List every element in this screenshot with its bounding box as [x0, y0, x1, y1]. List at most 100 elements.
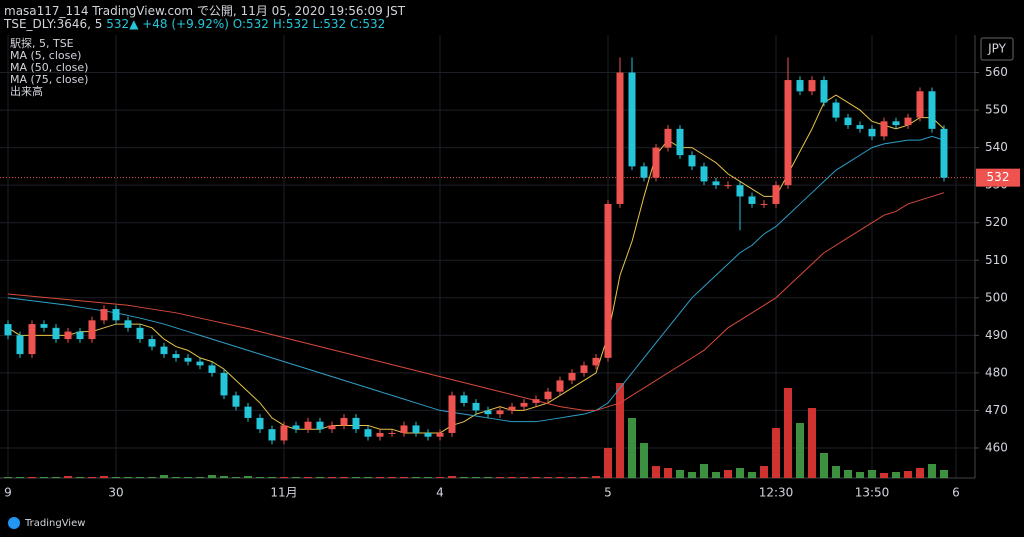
y-tick-label: 540	[985, 140, 1008, 154]
candle-body	[628, 72, 636, 167]
volume-bar	[928, 464, 936, 478]
candle-body	[52, 327, 60, 340]
change: ▲ +48 (+9.92%)	[129, 17, 229, 31]
volume-bar	[208, 475, 216, 478]
candle-body	[820, 80, 828, 103]
candle-body	[184, 357, 192, 362]
candle-body	[700, 166, 708, 182]
volume-bar	[736, 468, 744, 478]
x-tick-label: 9	[4, 486, 12, 500]
candle-body	[748, 196, 756, 204]
currency-box[interactable]	[980, 37, 1014, 61]
volume-bar	[880, 473, 888, 478]
volume-bar	[472, 477, 480, 478]
volume-bar	[700, 464, 708, 478]
volume-bar	[28, 477, 36, 478]
volume-bar	[784, 388, 792, 478]
candle-body	[232, 395, 240, 407]
candle-body	[88, 320, 96, 340]
volume-bar	[64, 476, 72, 478]
y-tick-label: 510	[985, 253, 1008, 267]
candle-body	[328, 425, 336, 430]
y-tick-label: 470	[985, 403, 1008, 417]
volume-bar	[760, 466, 768, 478]
candle-body	[100, 309, 108, 321]
legend-entry: 駅探, 5, TSE	[10, 37, 74, 50]
candle-body	[916, 91, 924, 118]
candle-body	[280, 425, 288, 441]
x-tick-label: 5	[604, 486, 612, 500]
volume-bar	[808, 408, 816, 478]
volume-bar	[400, 477, 408, 478]
volume-bar	[100, 476, 108, 478]
candle-body	[520, 402, 528, 407]
candle-body	[676, 128, 684, 156]
publish-info: masa117_114 TradingView.com で公開, 11月 05,…	[4, 4, 406, 18]
volume-bar	[220, 476, 228, 478]
header-line: TSE_DLY:3646, 5 532▲ +48 (+9.92%) O:532 …	[4, 17, 385, 31]
ohlc: O:532 H:532 L:532 C:532	[232, 17, 386, 31]
last-price-box	[976, 168, 1020, 187]
last-price-label: 532	[987, 170, 1010, 184]
volume-bar	[892, 472, 900, 478]
candle-body	[448, 395, 456, 433]
candle-body	[316, 421, 324, 430]
y-tick-label: 490	[985, 328, 1008, 342]
candle-body	[244, 406, 252, 418]
legend-entry: MA (75, close)	[10, 73, 88, 86]
candle-body	[112, 309, 120, 321]
volume-bar	[376, 477, 384, 478]
candle-body	[400, 425, 408, 433]
legend-entry: MA (50, close)	[10, 61, 88, 74]
y-tick-label: 500	[985, 290, 1008, 304]
volume-bar	[196, 477, 204, 478]
volume-bar	[4, 477, 12, 478]
candle-body	[304, 421, 312, 430]
volume-bar	[580, 477, 588, 478]
candle-body	[484, 410, 492, 415]
ma-line	[7, 135, 945, 423]
candle-body	[784, 80, 792, 186]
candle-body	[724, 185, 732, 187]
volume-bar	[412, 477, 420, 478]
volume-bar	[856, 472, 864, 478]
volume-bar	[688, 472, 696, 478]
volume-bar	[820, 453, 828, 478]
candle-body	[268, 429, 276, 441]
logo[interactable]: TradingView	[8, 517, 85, 529]
x-tick-label: 4	[436, 486, 444, 500]
candle-body	[412, 425, 420, 433]
candle-body	[16, 335, 24, 355]
candle-body	[712, 181, 720, 186]
candle-body	[544, 391, 552, 400]
volume-bar	[316, 477, 324, 478]
volume-bar	[424, 477, 432, 478]
volume-bar	[904, 471, 912, 478]
volume-bar	[328, 477, 336, 478]
volume-bar	[76, 477, 84, 478]
candle-body	[580, 365, 588, 373]
volume-bar	[616, 383, 624, 478]
price: 532	[106, 17, 130, 31]
candle-body	[4, 324, 12, 336]
symbol: TSE_DLY:3646, 5	[4, 17, 103, 31]
candle-body	[388, 432, 396, 434]
candle-body	[856, 125, 864, 129]
volume-bar	[448, 476, 456, 478]
x-tick-label: 12:30	[759, 486, 794, 500]
candle-body	[40, 324, 48, 328]
volume-bar	[52, 477, 60, 478]
x-tick-label: 11月	[270, 486, 297, 500]
x-tick-label: 6	[952, 486, 960, 500]
volume-bar	[184, 477, 192, 478]
volume-bar	[484, 477, 492, 478]
candle-body	[292, 425, 300, 430]
volume-bar	[832, 466, 840, 478]
candle-body	[256, 417, 264, 430]
volume-bar	[724, 470, 732, 478]
ma-line	[7, 192, 945, 411]
volume-bar	[508, 477, 516, 478]
volume-bar	[340, 477, 348, 478]
volume-bar	[556, 477, 564, 478]
candle-body	[208, 365, 216, 373]
